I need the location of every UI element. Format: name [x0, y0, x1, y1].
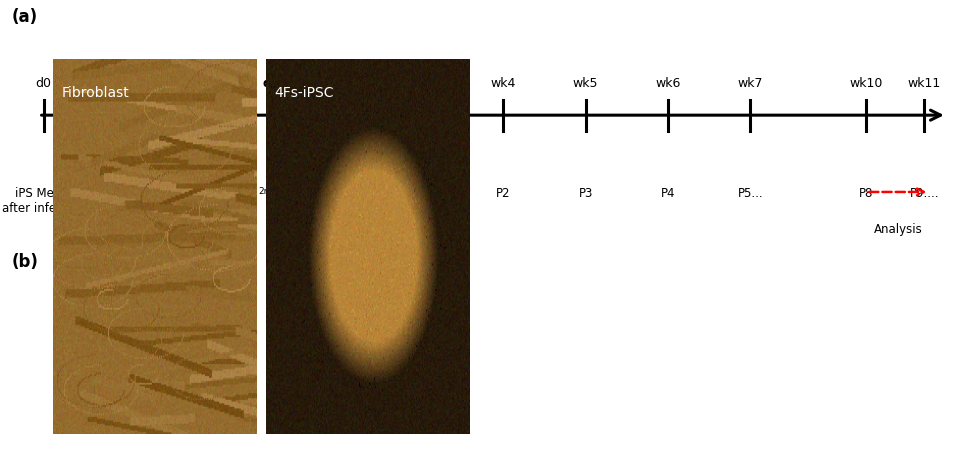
Text: P4: P4 — [661, 187, 675, 200]
Text: d14: d14 — [306, 77, 333, 90]
Text: Picking &
Transfer (P0): Picking & Transfer (P0) — [282, 192, 357, 220]
Text: P8: P8 — [860, 187, 873, 200]
Text: d0: d0 — [36, 77, 51, 90]
Text: (b): (b) — [12, 253, 39, 271]
Text: P5...: P5... — [738, 187, 763, 200]
Text: wk7: wk7 — [738, 77, 763, 90]
Text: AP: AP — [276, 187, 294, 200]
Text: wk11: wk11 — [908, 77, 941, 90]
Text: wk4: wk4 — [491, 77, 516, 90]
Text: 4Fs-iPSC: 4Fs-iPSC — [274, 85, 334, 100]
Text: AP: AP — [140, 187, 159, 200]
Text: 2nd: 2nd — [258, 187, 276, 196]
Text: Fibroblast: Fibroblast — [61, 85, 129, 100]
Text: P2: P2 — [497, 187, 510, 200]
Text: P9....: P9.... — [910, 187, 939, 200]
Text: P1: P1 — [409, 187, 423, 200]
Text: wk10: wk10 — [850, 77, 883, 90]
Text: (a): (a) — [12, 8, 38, 26]
Text: iPS Media
after infection: iPS Media after infection — [2, 187, 85, 215]
Text: P3: P3 — [579, 187, 592, 200]
Text: d12: d12 — [262, 77, 289, 90]
Text: 1st: 1st — [127, 187, 140, 196]
Text: d5: d5 — [132, 77, 149, 90]
Text: wk5: wk5 — [573, 77, 598, 90]
Text: Analysis: Analysis — [874, 223, 923, 236]
Text: wk6: wk6 — [655, 77, 681, 90]
Text: wk3: wk3 — [404, 77, 429, 90]
